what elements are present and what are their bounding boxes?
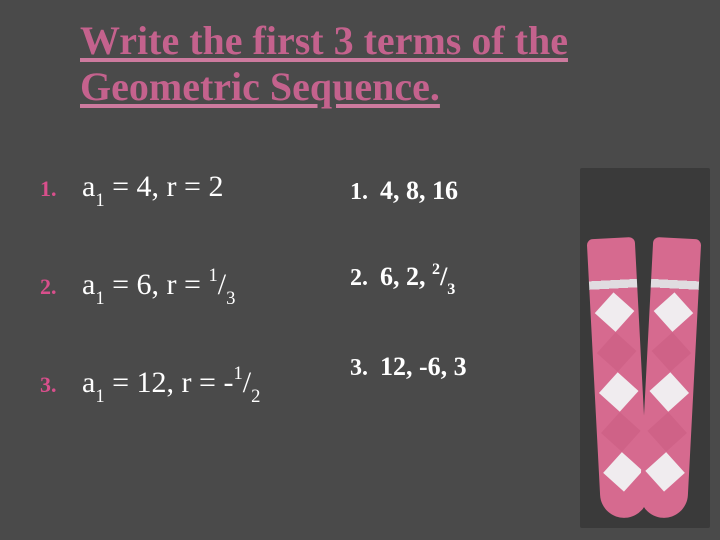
answer-1: 1. 4, 8, 16 bbox=[350, 176, 600, 206]
problem-text: a1 = 4, r = 2 bbox=[82, 170, 223, 209]
problem-2: 2. a1 = 6, r = 1/3 bbox=[40, 267, 350, 307]
answer-2: 2. 6, 2, 2/3 bbox=[350, 262, 600, 296]
answers-column: 1. 4, 8, 16 2. 6, 2, 2/3 3. 12, -6, 3 bbox=[350, 170, 600, 405]
answer-number: 3. bbox=[350, 355, 368, 382]
problem-text: a1 = 12, r = -1/2 bbox=[82, 365, 260, 405]
answer-text: 12, -6, 3 bbox=[380, 352, 467, 382]
decorative-socks-image bbox=[580, 168, 710, 528]
problem-1: 1. a1 = 4, r = 2 bbox=[40, 170, 350, 209]
problem-number: 1. bbox=[40, 176, 66, 202]
problem-number: 3. bbox=[40, 372, 66, 398]
problem-3: 3. a1 = 12, r = -1/2 bbox=[40, 365, 350, 405]
problems-column: 1. a1 = 4, r = 2 2. a1 = 6, r = 1/3 3. a… bbox=[40, 170, 350, 405]
answer-number: 1. bbox=[350, 179, 368, 206]
answer-text: 4, 8, 16 bbox=[380, 176, 458, 206]
problem-number: 2. bbox=[40, 274, 66, 300]
answer-3: 3. 12, -6, 3 bbox=[350, 352, 600, 382]
content-area: 1. a1 = 4, r = 2 2. a1 = 6, r = 1/3 3. a… bbox=[40, 170, 600, 405]
problem-text: a1 = 6, r = 1/3 bbox=[82, 267, 235, 307]
answer-number: 2. bbox=[350, 265, 368, 292]
slide-title: Write the first 3 terms of the Geometric… bbox=[80, 18, 660, 110]
answer-text: 6, 2, 2/3 bbox=[380, 262, 455, 296]
